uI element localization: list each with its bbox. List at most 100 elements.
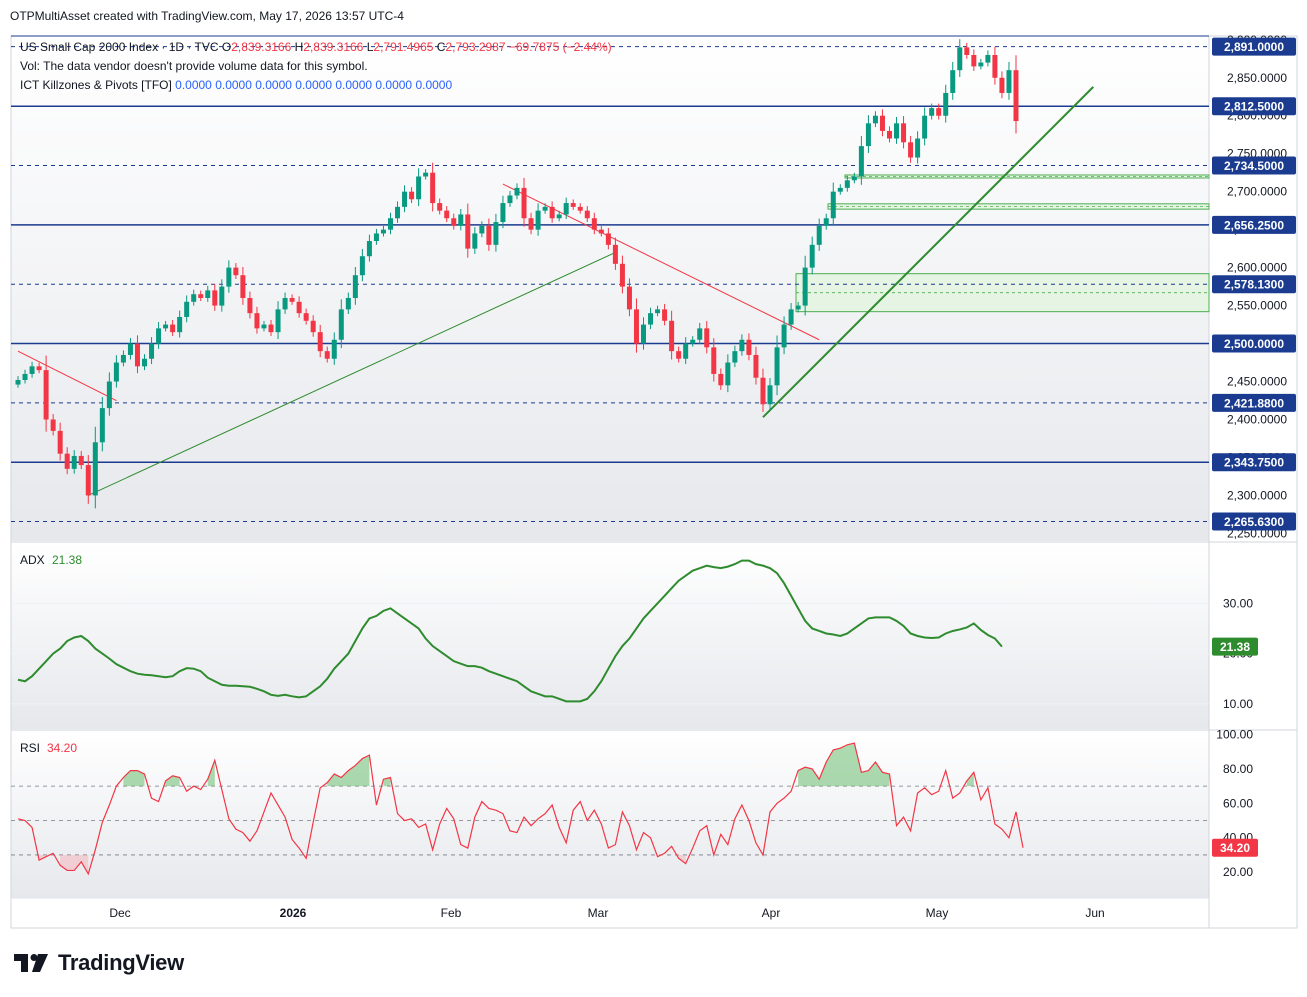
indicator-value: 0.0000	[415, 78, 452, 92]
candle-body	[324, 351, 330, 359]
candle-body	[50, 419, 56, 431]
candle-body	[774, 347, 780, 386]
candle-body	[549, 206, 555, 219]
candle-body	[437, 203, 443, 211]
pivot-level-value: 2,812.5000	[1224, 100, 1284, 114]
candle-body	[964, 47, 970, 55]
indicator-legend: ICT Killzones & Pivots [TFO] 0.0000 0.00…	[20, 78, 452, 92]
candle-body	[275, 309, 281, 333]
pivot-level-value: 2,500.0000	[1224, 337, 1284, 351]
trendline-green-long	[88, 251, 616, 496]
candle-body	[78, 455, 84, 466]
candle-body	[205, 290, 211, 298]
time-tick-label: May	[926, 906, 949, 920]
candle-body	[514, 187, 520, 196]
indicator-value: 0.0000	[375, 78, 415, 92]
candle-body	[669, 320, 675, 352]
candle-body	[177, 316, 183, 333]
legend-part: 2,793.2987	[445, 40, 508, 54]
tradingview-logo[interactable]: TradingView	[14, 950, 184, 976]
price-legend: US Small Cap 2000 Index · 1D · TVC O2,83…	[20, 40, 612, 54]
candle-body	[500, 203, 506, 223]
candle-body	[985, 54, 991, 63]
candle-body	[387, 218, 393, 230]
candle-body	[718, 373, 724, 386]
adx-tick-label: 10.00	[1223, 697, 1253, 711]
candle-body	[373, 233, 379, 242]
rsi-value-tag	[1212, 838, 1258, 857]
rsi-tick-label: 20.00	[1223, 865, 1253, 879]
candle-body	[310, 320, 316, 333]
candle-body	[380, 229, 386, 234]
candle-body	[816, 225, 822, 245]
candle-body	[929, 108, 935, 116]
candle-body	[978, 62, 984, 67]
rsi-overbought-fill	[123, 770, 145, 787]
candle-body	[711, 347, 717, 374]
pivot-level-value: 2,656.2500	[1224, 218, 1284, 232]
candle-body	[612, 244, 618, 264]
candle-body	[184, 301, 190, 317]
candle-body	[598, 229, 604, 234]
candle-body	[971, 54, 977, 67]
candle-body	[1013, 70, 1019, 122]
price-tick-label: 2,550.0000	[1227, 299, 1287, 313]
candle-body	[894, 123, 900, 139]
candle-body	[149, 343, 155, 359]
candle-body	[943, 92, 949, 116]
adx-value-tag	[1212, 637, 1258, 656]
volume-note: Vol: The data vendor doesn't provide vol…	[20, 59, 368, 73]
candle-body	[563, 203, 569, 215]
candle-body	[85, 465, 91, 496]
candle-body	[402, 191, 408, 207]
candle-body	[472, 233, 478, 249]
candle-body	[605, 233, 611, 245]
pivot-level-value: 2,265.6300	[1224, 515, 1284, 529]
pivot-level-tag	[1212, 275, 1296, 294]
candle-body	[746, 339, 752, 355]
candle-body	[830, 191, 836, 219]
legend-part: US Small Cap 2000 Index · 1D · TVC	[20, 40, 222, 54]
candle-body	[43, 370, 49, 420]
candle-body	[296, 301, 302, 314]
chart-credit: OTPMultiAsset created with TradingView.c…	[10, 9, 404, 23]
candle-body	[788, 309, 794, 325]
rsi-tick-label: 100.00	[1216, 727, 1253, 741]
candle-body	[268, 324, 274, 333]
candle-body	[915, 138, 921, 158]
candle-body	[767, 385, 773, 405]
price-tick-label: 2,700.0000	[1227, 185, 1287, 199]
candle-body	[486, 225, 492, 245]
candle-body	[577, 206, 583, 211]
candle-body	[922, 115, 928, 139]
candle-body	[556, 214, 562, 219]
candle-body	[704, 328, 710, 348]
candle-body	[395, 206, 401, 219]
candle-body	[872, 115, 878, 124]
candle-body	[22, 373, 28, 381]
pivot-level-value: 2,421.8800	[1224, 396, 1284, 410]
rsi-overbought-fill	[165, 775, 180, 787]
candle-body	[254, 313, 260, 329]
candle-body	[219, 286, 225, 306]
indicator-value: 0.0000	[215, 78, 255, 92]
pivot-level-tag	[1212, 97, 1296, 116]
candle-body	[633, 309, 639, 344]
candle-body	[584, 210, 590, 219]
indicator-name: ICT Killzones & Pivots [TFO]	[20, 78, 175, 92]
candle-body	[725, 362, 731, 386]
candle-body	[64, 453, 70, 469]
candle-body	[662, 309, 668, 321]
candle-body	[760, 377, 766, 405]
candle-body	[458, 214, 464, 226]
adx-value-tag-text: 21.38	[1220, 640, 1250, 654]
candle-body	[359, 256, 365, 276]
pivot-level-tag	[1212, 512, 1296, 531]
candle-body	[240, 275, 246, 298]
candle-body	[739, 339, 745, 352]
candle-body	[781, 324, 787, 348]
pivot-level-tag	[1212, 215, 1296, 234]
candle-body	[648, 313, 654, 325]
candle-body	[113, 362, 119, 382]
